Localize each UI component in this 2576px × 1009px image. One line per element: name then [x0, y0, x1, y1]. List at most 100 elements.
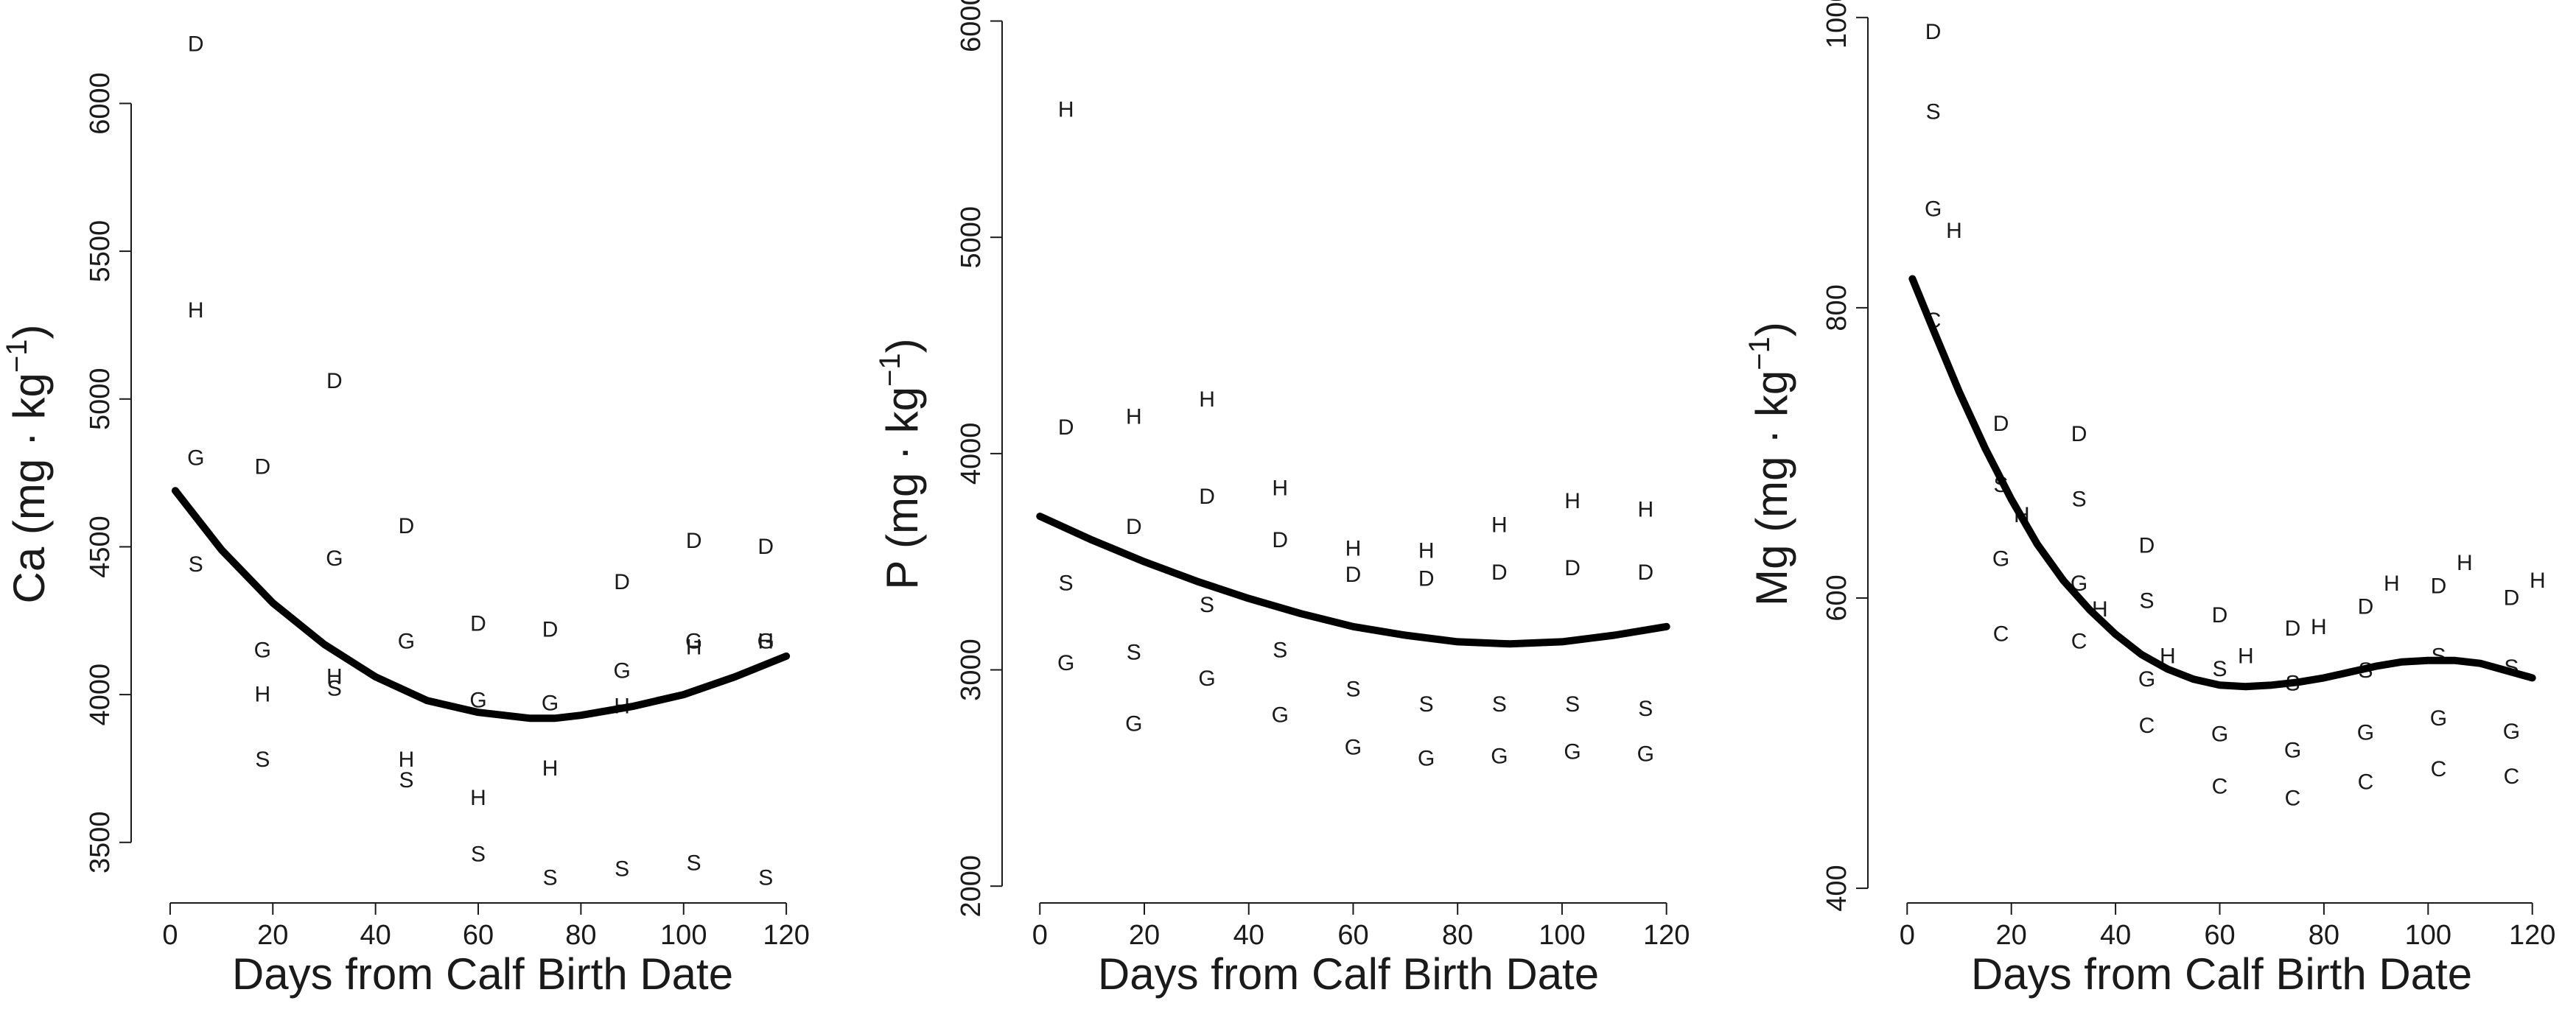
data-point-marker: S: [1127, 641, 1141, 665]
y-tick-label: 3500: [85, 811, 116, 873]
data-point-marker: G: [1564, 740, 1581, 764]
chart-panel-1: 3500 4000 4500 5000 5500 6000 0 20 40 60 80 100 120 D…: [1, 32, 810, 999]
data-point-marker: C: [2358, 770, 2374, 795]
x-tick-label: 120: [763, 920, 809, 951]
x-tick-label: 40: [2100, 920, 2131, 951]
data-point-marker: S: [2140, 588, 2155, 613]
data-point-marker: H: [757, 629, 774, 653]
data-point-marker: S: [2072, 487, 2087, 511]
data-point-marker: H: [2457, 551, 2473, 575]
data-point-marker: D: [757, 535, 774, 559]
data-point-marker: H: [1418, 539, 1435, 563]
data-point-marker: C: [2285, 786, 2301, 810]
y-axis-title-close: ): [878, 338, 927, 353]
y-tick-label: 5000: [85, 368, 116, 430]
data-point-marker: H: [1199, 387, 1215, 412]
x-tick-label: 20: [1996, 920, 2027, 951]
data-point-marker: D: [1272, 528, 1288, 552]
y-axis-title: P (mg · kg−1): [874, 338, 927, 589]
data-point-marker: G: [398, 629, 415, 653]
data-point-marker: D: [399, 514, 415, 538]
data-point-marker: H: [2384, 572, 2400, 596]
y-axis-title: Mg (mg · kg−1): [1743, 322, 1796, 606]
y-tick-label: 4000: [956, 423, 987, 485]
data-point-marker: H: [686, 635, 702, 659]
data-point-marker: D: [1418, 567, 1435, 591]
y-axis-title-close: ): [4, 325, 54, 340]
chart-panel-3: 400 600 800 1000 0 20 40 60 80 100 120 Days from Ca…: [1743, 0, 2555, 999]
data-point-marker: S: [758, 865, 773, 890]
x-tick-label: 60: [1337, 920, 1368, 951]
y-axis-title-superscript: −1: [874, 353, 906, 387]
data-point-marker: D: [2212, 603, 2228, 627]
data-point-marker: H: [1345, 537, 1362, 561]
data-point-marker: S: [327, 677, 342, 701]
x-tick-label: 40: [1233, 920, 1264, 951]
x-tick-label: 120: [1643, 920, 1690, 951]
data-point-marker: D: [1993, 412, 2009, 436]
x-tick-label: 100: [1539, 920, 1585, 951]
data-point-marker: H: [1946, 219, 1962, 243]
data-point-marker: H: [399, 748, 415, 772]
data-point-marker: D: [686, 529, 702, 553]
y-tick-label: 4000: [85, 664, 116, 726]
data-point-marker: C: [2139, 714, 2155, 738]
data-point-marker: G: [1198, 667, 1215, 691]
data-point-marker: H: [2530, 569, 2546, 593]
fit-curve: [171, 487, 791, 723]
y-axis-title: Ca (mg · kg−1): [1, 325, 54, 604]
data-point-marker: D: [2358, 594, 2374, 619]
data-point-marker: C: [2071, 630, 2087, 654]
data-point-marker: S: [1638, 697, 1653, 721]
data-point-marker: G: [254, 638, 271, 662]
x-axis-title: Days from Calf Birth Date: [232, 949, 733, 999]
x-tick-label: 0: [1900, 920, 1915, 951]
data-point-marker: H: [1126, 404, 1142, 429]
x-tick-label: 80: [565, 920, 596, 951]
data-point-marker: D: [1126, 515, 1142, 539]
y-axis-title-main: Ca (mg · kg: [4, 373, 54, 603]
data-point-marker: S: [189, 552, 203, 577]
data-point-marker: D: [326, 369, 343, 393]
data-point-marker: D: [1491, 560, 1508, 585]
x-tick-label: 0: [1032, 920, 1048, 951]
data-point-marker: G: [1925, 197, 1942, 221]
data-point-marker: G: [187, 446, 204, 471]
data-point-marker: S: [2212, 657, 2227, 681]
y-tick-label: 2000: [956, 855, 987, 918]
data-point-marker: G: [2284, 738, 2301, 762]
x-tick-label: 60: [2204, 920, 2235, 951]
data-point-marker: S: [1492, 692, 1507, 717]
x-tick-label: 20: [1129, 920, 1160, 951]
data-point-marker: G: [2430, 706, 2447, 731]
data-point-marker: D: [470, 611, 486, 636]
data-point-marker: S: [471, 842, 486, 866]
y-tick-label: 5000: [956, 206, 987, 269]
x-tick-label: 80: [1442, 920, 1473, 951]
data-point-marker: S: [1419, 692, 1434, 717]
data-point-marker: G: [542, 692, 559, 716]
data-point-marker: S: [399, 768, 413, 792]
data-point-marker: H: [470, 786, 486, 810]
data-point-marker: G: [2138, 667, 2155, 692]
y-tick-label: 800: [1821, 284, 1852, 331]
data-point-marker: H: [255, 683, 271, 707]
data-point-marker: H: [1272, 476, 1288, 500]
x-tick-label: 60: [463, 920, 494, 951]
data-point-marker: D: [614, 570, 630, 594]
data-point-marker: S: [1273, 639, 1287, 663]
data-point-marker: D: [1199, 485, 1215, 509]
x-axis-title: Days from Calf Birth Date: [1098, 949, 1599, 999]
y-axis-title-close: ): [1747, 322, 1796, 337]
data-point-marker: S: [255, 748, 270, 772]
fit-curve: [1908, 275, 2536, 691]
y-tick-label: 5500: [85, 220, 116, 283]
y-axis-title-main: Mg (mg · kg: [1747, 370, 1796, 606]
data-point-marker: H: [2160, 644, 2176, 668]
data-point-marker: G: [2357, 721, 2374, 745]
data-point-marker: D: [188, 32, 204, 57]
data-point-marker: C: [2431, 757, 2447, 781]
data-point-marker: G: [1125, 711, 1142, 736]
x-tick-label: 120: [2509, 920, 2555, 951]
